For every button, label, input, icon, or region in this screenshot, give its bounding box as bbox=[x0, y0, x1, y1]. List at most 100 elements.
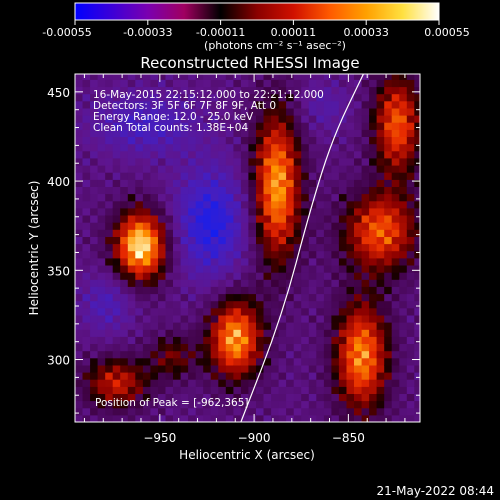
heatmap-cell bbox=[240, 386, 249, 394]
heatmap-cell bbox=[293, 393, 302, 402]
heatmap-cell bbox=[346, 236, 355, 245]
heatmap-cell bbox=[135, 407, 144, 416]
heatmap-cell bbox=[354, 200, 363, 209]
heatmap-cell bbox=[271, 229, 280, 237]
heatmap-cell bbox=[301, 243, 310, 252]
heatmap-cell bbox=[165, 300, 174, 309]
heatmap-cell bbox=[248, 136, 257, 145]
heatmap-cell bbox=[82, 257, 91, 266]
heatmap-cell bbox=[195, 336, 204, 344]
heatmap-cell bbox=[75, 115, 84, 123]
heatmap-cell bbox=[399, 414, 408, 422]
heatmap-cell bbox=[399, 157, 408, 166]
heatmap-cell bbox=[369, 364, 378, 373]
heatmap-cell bbox=[278, 143, 287, 152]
heatmap-cell bbox=[293, 179, 302, 187]
heatmap-cell bbox=[263, 157, 272, 166]
heatmap-cell bbox=[293, 165, 302, 173]
heatmap-cell bbox=[210, 329, 219, 337]
heatmap-cell bbox=[361, 243, 370, 252]
heatmap-cell bbox=[376, 336, 385, 344]
heatmap-cell bbox=[256, 222, 265, 230]
heatmap-cell bbox=[127, 414, 136, 422]
heatmap-cell bbox=[75, 386, 84, 394]
heatmap-cell bbox=[90, 150, 99, 159]
heatmap-cell bbox=[225, 122, 234, 130]
heatmap-cell bbox=[97, 329, 106, 337]
heatmap-cell bbox=[150, 179, 159, 187]
heatmap-cell bbox=[323, 86, 332, 95]
heatmap-cell bbox=[75, 86, 84, 95]
heatmap-cell bbox=[150, 279, 159, 287]
heatmap-cell bbox=[286, 286, 295, 295]
heatmap-cell bbox=[293, 350, 302, 359]
heatmap-cell bbox=[135, 115, 144, 123]
heatmap-cell bbox=[338, 200, 347, 209]
heatmap-cell bbox=[361, 136, 370, 145]
heatmap-cell bbox=[414, 293, 420, 302]
heatmap-cell bbox=[90, 200, 99, 209]
heatmap-cell bbox=[233, 79, 242, 88]
heatmap-cell bbox=[278, 150, 287, 159]
heatmap-cell bbox=[286, 115, 295, 123]
heatmap-cell bbox=[158, 379, 167, 387]
heatmap-cell bbox=[240, 150, 249, 159]
heatmap-cell bbox=[158, 150, 167, 159]
heatmap-cell bbox=[308, 364, 317, 373]
heatmap-cell bbox=[165, 186, 174, 195]
heatmap-cell bbox=[399, 265, 408, 273]
heatmap-cell bbox=[240, 279, 249, 287]
heatmap-cell bbox=[225, 107, 234, 116]
heatmap-cell bbox=[361, 329, 370, 337]
heatmap-cell bbox=[271, 279, 280, 287]
heatmap-cell bbox=[97, 393, 106, 402]
heatmap-cell bbox=[203, 243, 212, 252]
heatmap-cell bbox=[271, 215, 280, 223]
heatmap-cell bbox=[188, 115, 197, 123]
heatmap-cell bbox=[301, 122, 310, 130]
heatmap-cell bbox=[384, 107, 393, 116]
heatmap-cell bbox=[346, 165, 355, 173]
heatmap-cell bbox=[127, 293, 136, 302]
heatmap-cell bbox=[150, 322, 159, 330]
heatmap-cell bbox=[406, 236, 415, 245]
heatmap-cell bbox=[203, 143, 212, 152]
heatmap-cell bbox=[225, 136, 234, 145]
heatmap-cell bbox=[278, 286, 287, 295]
heatmap-cell bbox=[323, 379, 332, 387]
heatmap-cell bbox=[188, 122, 197, 130]
heatmap-cell bbox=[361, 107, 370, 116]
heatmap-cell bbox=[240, 200, 249, 209]
heatmap-cell bbox=[82, 336, 91, 344]
heatmap-cell bbox=[399, 165, 408, 173]
heatmap-cell bbox=[142, 107, 151, 116]
heatmap-cell bbox=[112, 300, 121, 309]
heatmap-cell bbox=[218, 393, 227, 402]
heatmap-cell bbox=[263, 136, 272, 145]
heatmap-cell bbox=[331, 343, 340, 352]
heatmap-cell bbox=[225, 179, 234, 187]
heatmap-cell bbox=[105, 307, 114, 316]
heatmap-cell bbox=[384, 272, 393, 280]
heatmap-cell bbox=[188, 336, 197, 344]
heatmap-cell bbox=[316, 286, 325, 295]
heatmap-cell bbox=[127, 272, 136, 280]
heatmap-cell bbox=[278, 322, 287, 330]
heatmap-cell bbox=[165, 143, 174, 152]
heatmap-cell bbox=[180, 400, 189, 409]
heatmap-cell bbox=[180, 393, 189, 402]
heatmap-cell bbox=[293, 157, 302, 166]
heatmap-cell bbox=[406, 329, 415, 337]
heatmap-cell bbox=[233, 200, 242, 209]
heatmap-cell bbox=[105, 272, 114, 280]
heatmap-cell bbox=[135, 172, 144, 180]
heatmap-cell bbox=[278, 243, 287, 252]
heatmap-cell bbox=[369, 86, 378, 95]
heatmap-cell bbox=[391, 215, 400, 223]
heatmap-cell bbox=[233, 272, 242, 280]
y-tick-label: 350 bbox=[47, 264, 70, 278]
heatmap-cell bbox=[150, 115, 159, 123]
heatmap-cell bbox=[271, 350, 280, 359]
heatmap-cell bbox=[338, 393, 347, 402]
heatmap-cell bbox=[135, 400, 144, 409]
